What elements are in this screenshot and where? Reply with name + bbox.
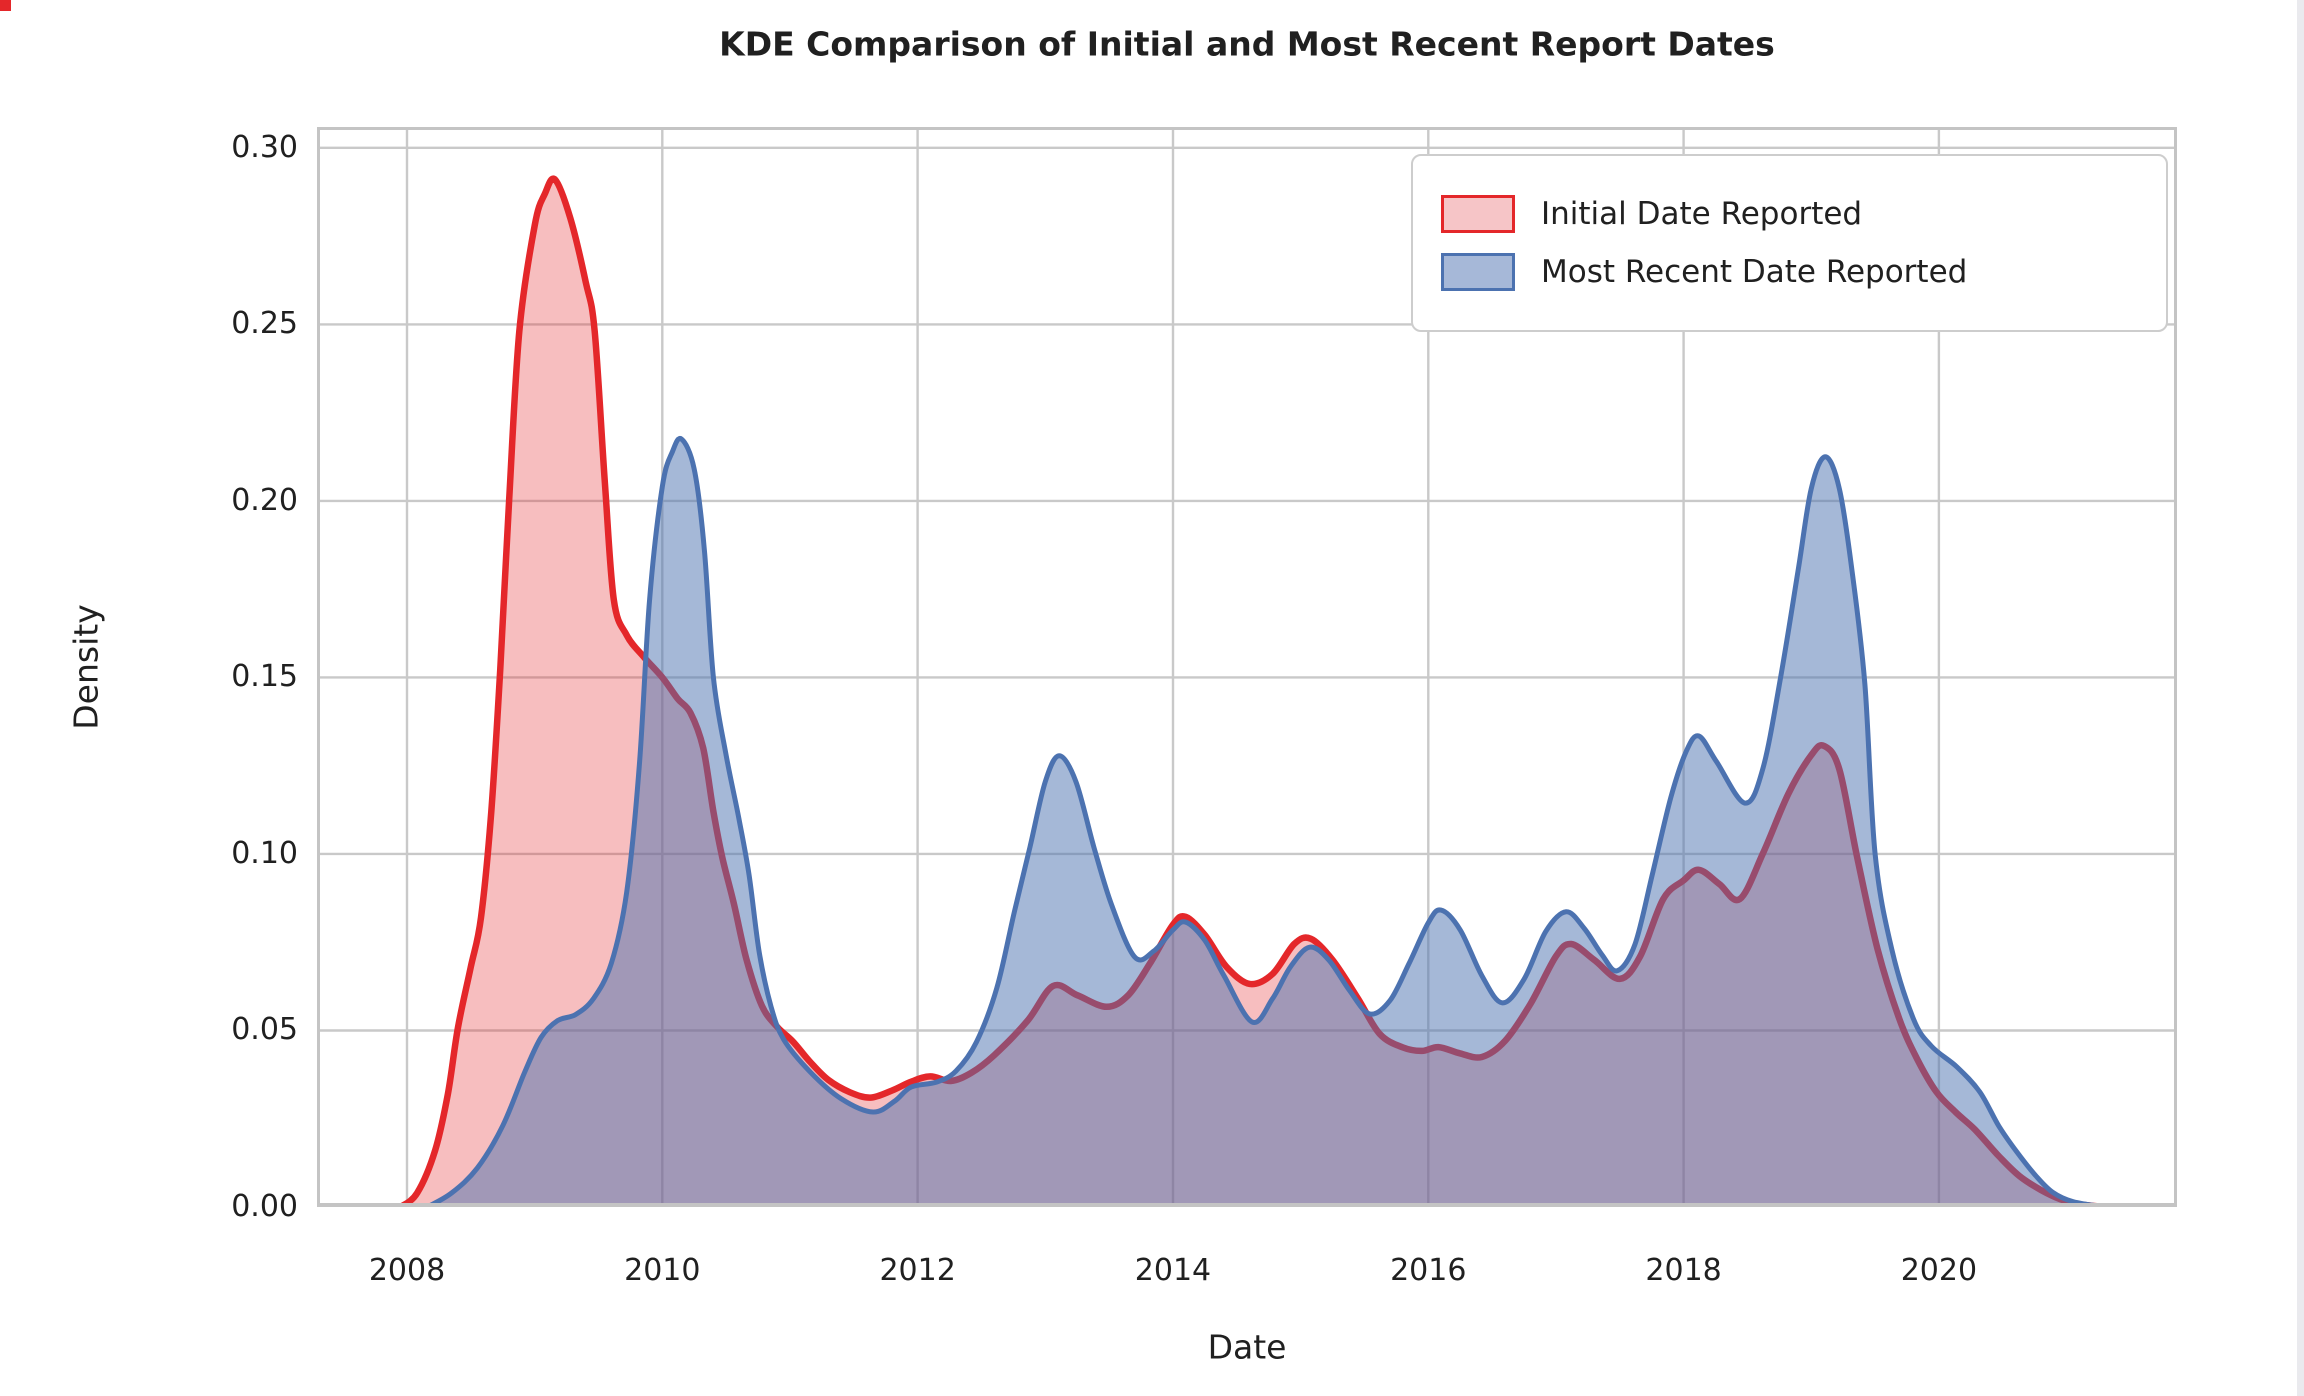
legend-box: Initial Date Reported Most Recent Date Re… [1411, 154, 2168, 332]
kde-plot-svg [317, 127, 2177, 1207]
x-axis-label: Date [1207, 1327, 1287, 1367]
x-tick-label: 2016 [1390, 1253, 1467, 1288]
x-tick-label: 2014 [1134, 1253, 1212, 1288]
legend-entry: Initial Date Reported [1441, 195, 2138, 233]
y-tick-label: 0.15 [231, 659, 298, 695]
y-tick-label: 0.10 [231, 835, 298, 871]
x-tick-label: 2012 [879, 1253, 956, 1288]
y-tick-label: 0.20 [231, 482, 298, 518]
kde-most-recent-date-line [424, 436, 2108, 1207]
y-tick-label: 0.05 [231, 1012, 298, 1048]
screen-corner-artifact [0, 0, 11, 11]
y-tick-label: 0.25 [231, 306, 298, 342]
screen-edge-strip [2297, 0, 2304, 1396]
y-tick-label: 0.00 [231, 1189, 298, 1224]
x-tick-label: 2018 [1645, 1253, 1722, 1288]
y-tick-label: 0.30 [231, 129, 298, 165]
y-axis-label: Density [66, 604, 106, 730]
legend-swatch-icon [1441, 195, 1515, 233]
legend-label: Most Recent Date Reported [1541, 254, 1968, 290]
kde-most-recent-date-fill [427, 438, 2105, 1207]
x-tick-label: 2010 [624, 1253, 701, 1288]
legend-entry: Most Recent Date Reported [1441, 253, 2138, 291]
legend-swatch-icon [1441, 253, 1515, 291]
chart-title: KDE Comparison of Initial and Most Recen… [719, 24, 1775, 64]
legend-label: Initial Date Reported [1541, 196, 1863, 232]
x-tick-label: 2020 [1900, 1253, 1978, 1288]
x-tick-label: 2008 [368, 1253, 446, 1288]
